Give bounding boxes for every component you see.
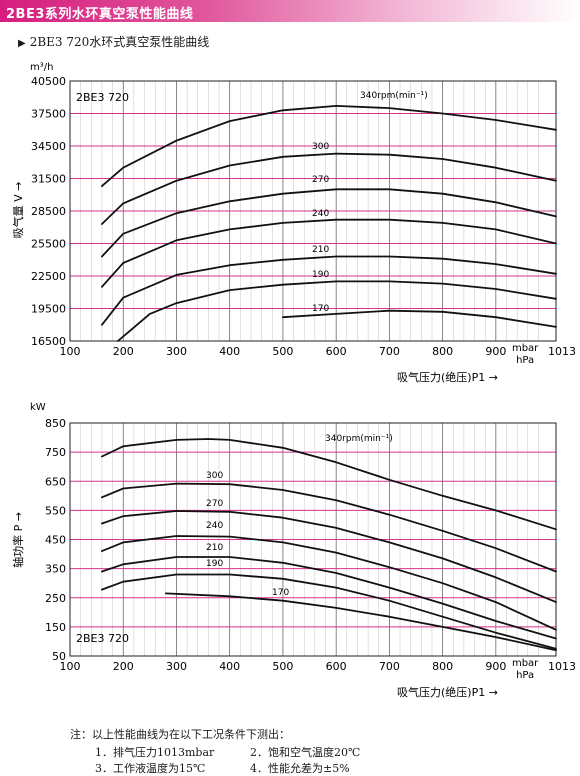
c2-y-tick-label: 50 <box>52 650 66 663</box>
c2-series-line-6 <box>101 573 557 650</box>
c2-x-unit-label: mbar <box>512 658 539 669</box>
c2-x-tick-label: 300 <box>166 660 187 673</box>
c2-series-line-1 <box>101 438 557 531</box>
c2-y-tick-label: 350 <box>45 563 66 576</box>
c2-series-line-3 <box>101 510 557 603</box>
c1-x-tick-label: 1013 <box>548 345 576 358</box>
c1-y-tick-label: 16500 <box>31 335 66 348</box>
c2-y-tick-label: 250 <box>45 592 66 605</box>
note-item-4: 4．性能允差为±5% <box>250 762 350 775</box>
c1-series-line-2 <box>101 152 557 225</box>
c1-x-unit-label: mbar <box>512 343 539 354</box>
c1-x-tick-label: 400 <box>219 345 240 358</box>
c1-x-tick-label: 100 <box>60 345 81 358</box>
c2-y-tick-label: 550 <box>45 504 66 517</box>
c2-series-line-2 <box>101 482 557 573</box>
c2-x-tick-label: 600 <box>326 660 347 673</box>
c1-series-label-2: 300 <box>312 142 329 152</box>
c1-series-line-3 <box>101 188 557 258</box>
chart-subtitle: ▶ 2BE3 720水环式真空泵性能曲线 <box>18 33 209 50</box>
c2-x-tick-label: 200 <box>113 660 134 673</box>
banner-title: 2BE3系列水环真空泵性能曲线 <box>6 7 194 22</box>
c2-x-tick-label: 100 <box>60 660 81 673</box>
c1-series-label-3: 270 <box>312 175 329 185</box>
c1-series-line-1 <box>101 105 557 188</box>
c2-x-tick-label: 800 <box>432 660 453 673</box>
c2-x-axis-label: 吸气压力(绝压)P1 → <box>397 685 498 699</box>
c1-x-axis-label: 吸气压力(绝压)P1 → <box>397 370 498 384</box>
c2-y-axis-label: 轴功率 P → <box>11 512 25 568</box>
c1-x-tick-label: 800 <box>432 345 453 358</box>
c1-series-line-7 <box>281 309 557 328</box>
c1-series-line-5 <box>101 255 557 326</box>
c2-series-label-4: 240 <box>206 521 223 531</box>
c2-y-tick-label: 650 <box>45 475 66 488</box>
c2-plot-frame <box>69 422 557 657</box>
c1-y-tick-label: 25500 <box>31 238 66 251</box>
c2-x-tick-label: 700 <box>379 660 400 673</box>
c2-series-line-7 <box>164 592 557 652</box>
c1-y-tick-label: 28500 <box>31 205 66 218</box>
note-item-1: 1．排气压力1013mbar <box>95 746 215 759</box>
c1-y-unit-label: m³/h <box>30 62 53 73</box>
c2-x-tick-label: 900 <box>485 660 506 673</box>
c2-series-label-7: 170 <box>272 588 289 598</box>
c2-y-tick-label: 750 <box>45 446 66 459</box>
c2-series-label-1: 340rpm(min⁻¹) <box>325 434 393 444</box>
c1-y-axis-label: 吸气量 V → <box>11 182 25 239</box>
c1-series-label-1: 340rpm(min⁻¹) <box>360 91 428 101</box>
c2-x-tick-label: 400 <box>219 660 240 673</box>
c1-x-unit-label-2: hPa <box>516 355 534 366</box>
c1-series-label-7: 170 <box>312 304 329 314</box>
c1-series-label-4: 240 <box>312 209 329 219</box>
c2-series-label-6: 190 <box>206 559 223 569</box>
c2-y-tick-label: 850 <box>45 417 66 430</box>
title-banner: 2BE3系列水环真空泵性能曲线 <box>0 0 580 22</box>
triangle-bullet-icon: ▶ <box>18 38 26 49</box>
c1-x-tick-label: 700 <box>379 345 400 358</box>
c1-plot-frame <box>69 80 557 342</box>
c2-series-label-5: 210 <box>206 543 223 553</box>
c1-series-line-4 <box>101 218 557 288</box>
c1-x-tick-label: 300 <box>166 345 187 358</box>
c1-x-tick-label: 600 <box>326 345 347 358</box>
c1-model-label: 2BE3 720 <box>76 91 129 104</box>
c2-y-tick-label: 150 <box>45 621 66 634</box>
c2-model-label: 2BE3 720 <box>76 632 129 645</box>
c1-y-tick-label: 19500 <box>31 303 66 316</box>
c1-y-tick-label: 31500 <box>31 173 66 186</box>
c2-series-line-5 <box>101 556 557 640</box>
note-item-3: 3．工作液温度为15℃ <box>95 762 206 775</box>
c1-y-tick-label: 37500 <box>31 108 66 121</box>
c2-y-tick-label: 450 <box>45 534 66 547</box>
c1-series-line-6 <box>117 280 557 342</box>
c1-series-label-6: 190 <box>312 270 329 280</box>
c2-series-line-4 <box>101 535 557 631</box>
note-item-2: 2．饱和空气温度20℃ <box>250 746 361 759</box>
c1-series-label-5: 210 <box>312 245 329 255</box>
c2-series-label-3: 270 <box>206 499 223 509</box>
c1-y-tick-label: 22500 <box>31 270 66 283</box>
c2-series-label-2: 300 <box>206 471 223 481</box>
c1-y-tick-label: 40500 <box>31 75 66 88</box>
c2-y-unit-label: kW <box>30 402 46 413</box>
subtitle-text: 2BE3 720水环式真空泵性能曲线 <box>29 35 210 49</box>
notes-heading: 注：以上性能曲线为在以下工况条件下测出： <box>70 728 290 741</box>
c1-x-tick-label: 500 <box>272 345 293 358</box>
c2-x-tick-label: 500 <box>272 660 293 673</box>
c1-x-tick-label: 200 <box>113 345 134 358</box>
c2-x-unit-label-2: hPa <box>516 670 534 681</box>
c1-y-tick-label: 34500 <box>31 140 66 153</box>
c2-x-tick-label: 1013 <box>548 660 576 673</box>
c1-x-tick-label: 900 <box>485 345 506 358</box>
